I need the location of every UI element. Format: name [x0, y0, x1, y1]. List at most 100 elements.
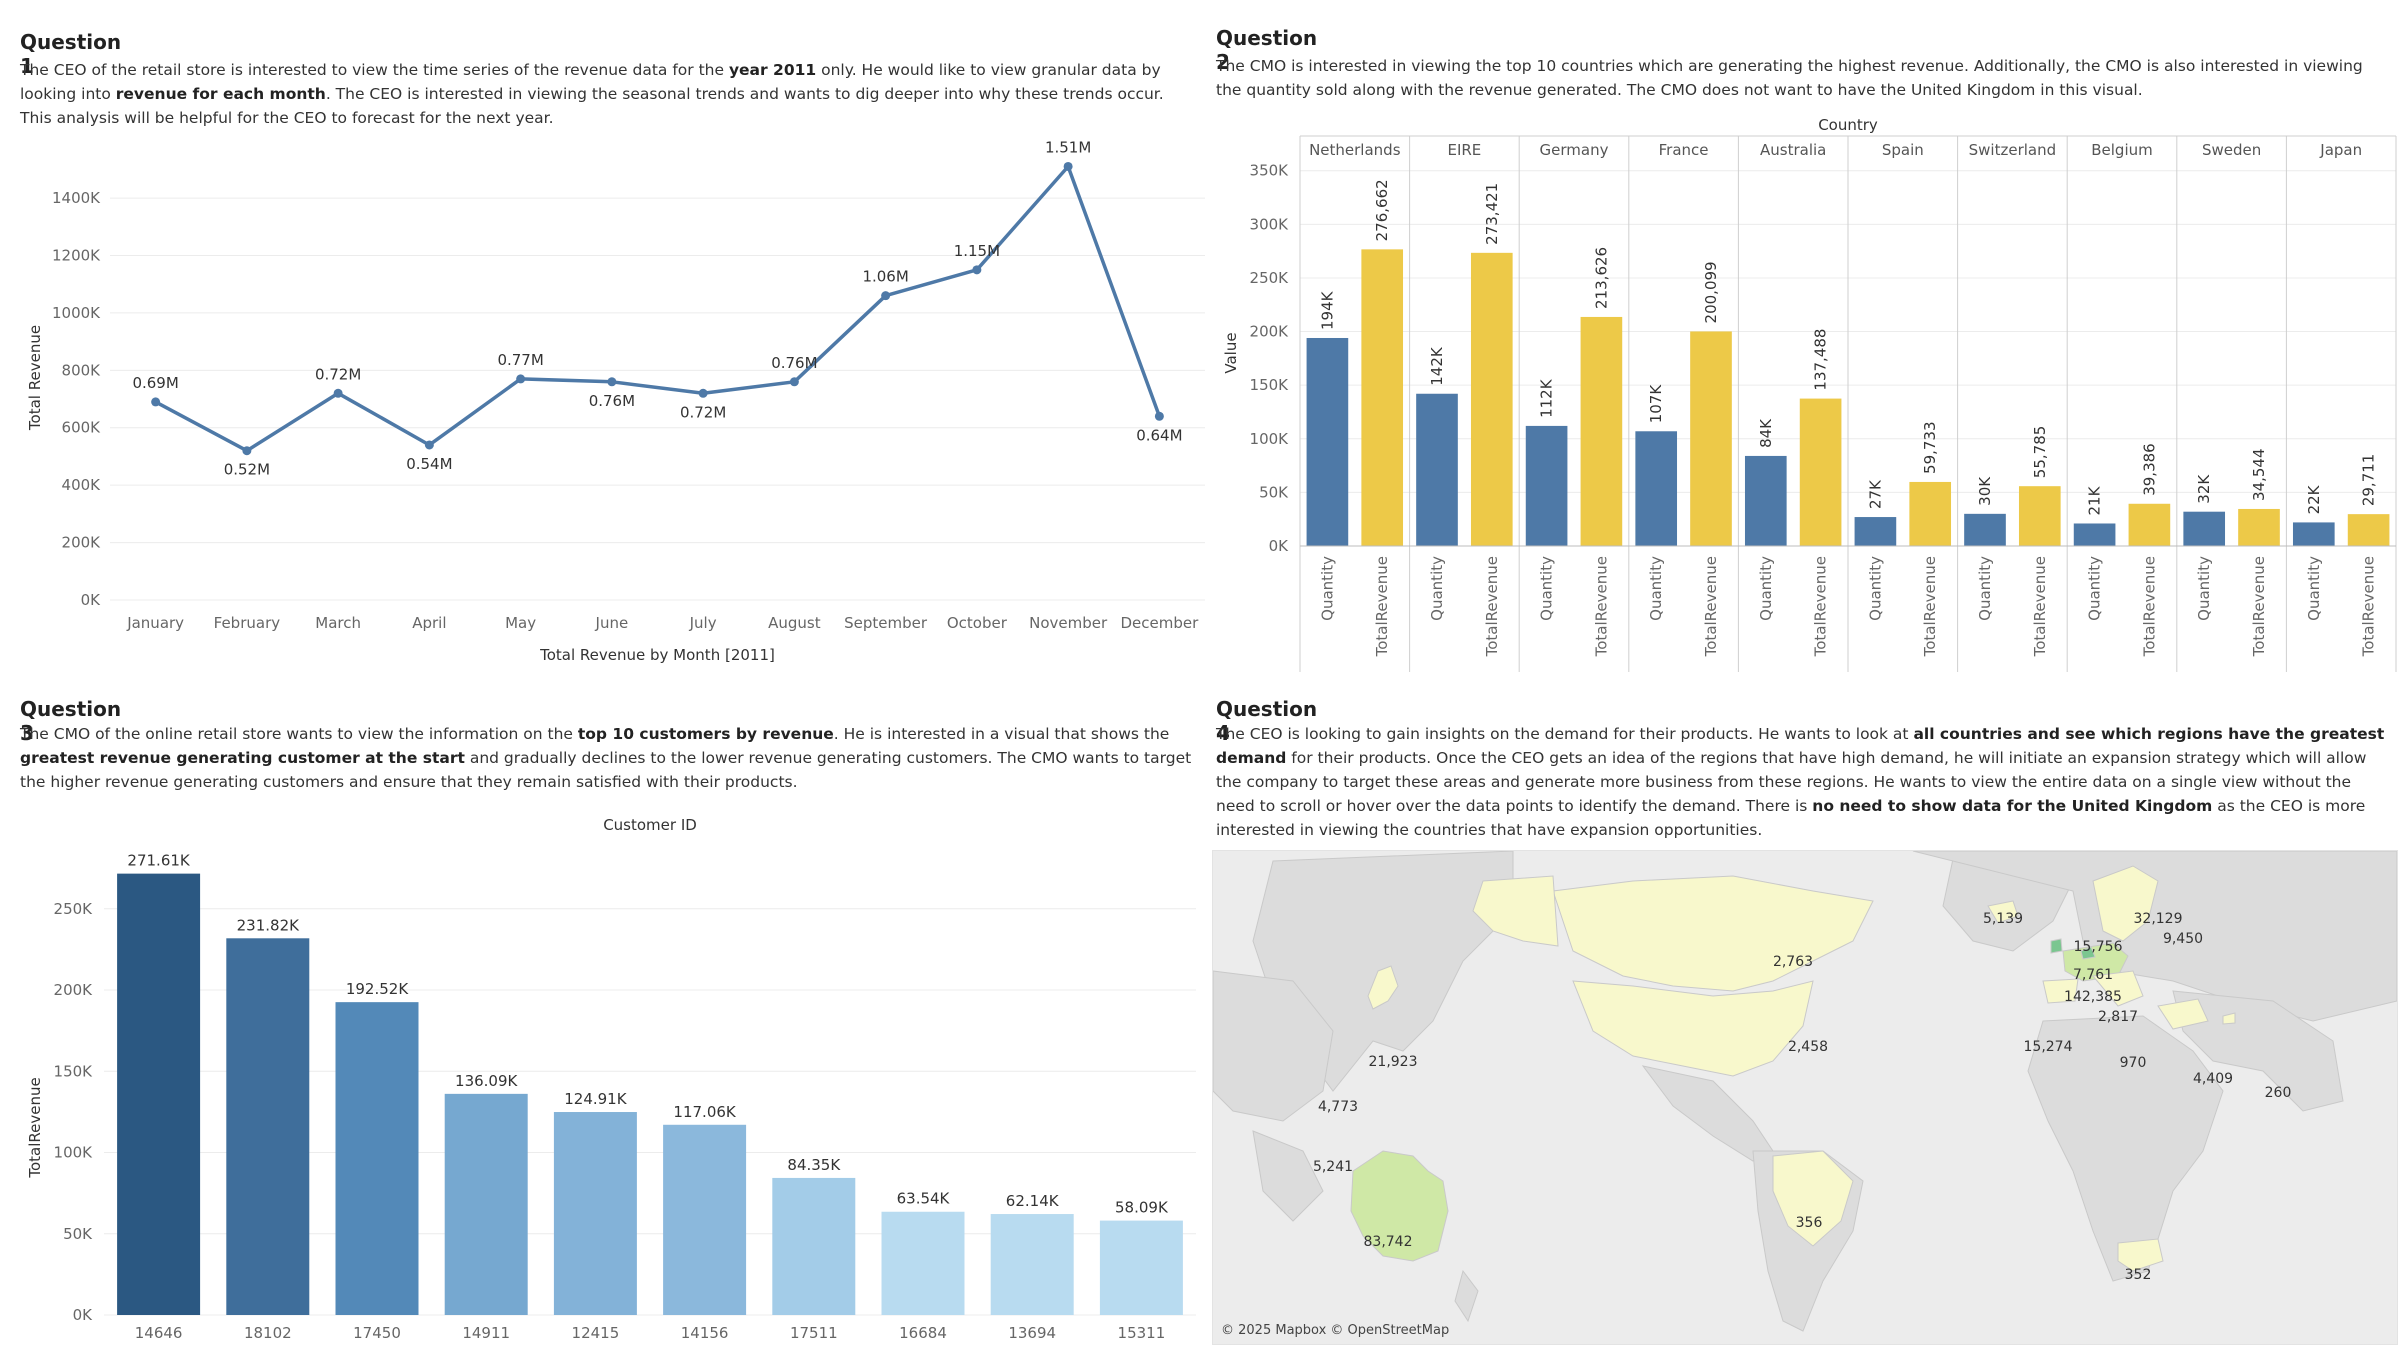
map-value-label: 5,139: [1983, 911, 2023, 927]
q2-ytick-label: 0K: [1269, 537, 1290, 555]
country-japan[interactable]: [1367, 965, 1399, 1010]
q3-xtick-label: 14646: [135, 1324, 183, 1342]
q2-series-tick-label: TotalRevenue: [2250, 556, 2268, 657]
q2-country-header: Belgium: [2091, 141, 2153, 159]
q1-data-label: 0.76M: [771, 354, 817, 372]
desc-segment: for their products. Once the CEO gets an…: [1216, 749, 2367, 815]
country-australia[interactable]: [1350, 1150, 1449, 1262]
q2-title: Question 2: [1216, 26, 1318, 74]
q3-xtick-label: 14911: [462, 1324, 510, 1342]
q2-series-tick-label: Quantity: [1428, 556, 1446, 621]
q2-data-label: 273,421: [1483, 183, 1501, 245]
q2-data-label: 30K: [1976, 476, 1994, 506]
land-southeast-asia: [1252, 1130, 1324, 1222]
map-value-labels: 2,763 2,458 5,139 32,129 9,450 15,756 7,761 142…: [1313, 911, 2291, 1283]
q2-country-header: Netherlands: [1309, 141, 1401, 159]
q1-series-line: [154, 164, 1162, 453]
country-iberia[interactable]: [2042, 978, 2079, 1004]
q3-bar: [990, 1214, 1074, 1315]
q2-column-header-title: Country: [1818, 116, 1878, 134]
q2-bar-totalrevenue: [1909, 481, 1952, 546]
q3-xtick-label: 13694: [1008, 1324, 1056, 1342]
q2-bar-quantity: [2073, 523, 2116, 546]
q2-series-tick-label: TotalRevenue: [2140, 556, 2158, 657]
country-alaska[interactable]: [1472, 875, 1559, 947]
q1-data-point: [424, 440, 434, 450]
country-brazil[interactable]: [1772, 1150, 1854, 1247]
country-scandinavia[interactable]: [2092, 865, 2159, 942]
q2-series-tick-label: Quantity: [1538, 556, 1556, 621]
q1-ytick-label: 1000K: [52, 304, 101, 322]
q2-series-tick-label: TotalRevenue: [2031, 556, 2049, 657]
q1-data-label: 0.54M: [406, 455, 452, 473]
desc-segment: The CEO of the retail store is intereste…: [20, 61, 729, 79]
map-value-label: 4,409: [2193, 1071, 2233, 1087]
q3-bar: [553, 1112, 637, 1315]
q2-data-label: 200,099: [1702, 261, 1720, 323]
desc-segment: all countries and see which regions have…: [1216, 725, 2385, 767]
q2-bar-totalrevenue: [1361, 249, 1404, 546]
q2-ytick-label: 250K: [1250, 269, 1290, 287]
q1-ytick-label: 1400K: [52, 189, 101, 207]
country-uae[interactable]: [2222, 1012, 2236, 1025]
map-value-label: 356: [1796, 1215, 1823, 1231]
q2-bar-quantity: [1416, 393, 1458, 546]
q1-data-label: 0.52M: [224, 461, 270, 479]
map-value-label: 142,385: [2064, 989, 2122, 1005]
q2-ytick-label: 100K: [1250, 430, 1290, 448]
q2-bar-totalrevenue: [1799, 398, 1842, 546]
world-map-svg[interactable]: 2,763 2,458 5,139 32,129 9,450 15,756 7,761 142…: [1213, 851, 2397, 1344]
q3-xtick-label: 14156: [681, 1324, 729, 1342]
q1-data-label: 1.06M: [862, 268, 908, 286]
map-value-label: 5,241: [1313, 1159, 1353, 1175]
country-south-africa[interactable]: [2117, 1238, 2164, 1272]
q1-ytick-label: 0K: [81, 591, 102, 609]
q1-data-label: 0.77M: [497, 351, 543, 369]
q3-ytick-label: 50K: [63, 1225, 93, 1243]
q1-xtick-label: October: [947, 614, 1008, 632]
q2-ytick-label: 150K: [1250, 376, 1290, 394]
map-value-label: 83,742: [1364, 1234, 1413, 1250]
country-canada[interactable]: [1552, 875, 1874, 992]
desc-segment: and gradually declines to the lower reve…: [20, 749, 1192, 791]
desc-segment: The CMO is interested in viewing the top…: [1216, 57, 2363, 99]
country-middle-east[interactable]: [2157, 998, 2209, 1030]
country-netherlands[interactable]: [2080, 946, 2096, 960]
q1-data-label: 0.69M: [132, 374, 178, 392]
country-italy-balkans[interactable]: [2092, 970, 2144, 1007]
q3-ytick-label: 250K: [54, 900, 94, 918]
q2-data-label: 21K: [2086, 485, 2104, 515]
q1-ytick-label: 800K: [62, 361, 102, 379]
q3-bar: [663, 1124, 747, 1315]
map-value-label: 352: [2125, 1267, 2152, 1283]
q2-series-tick-label: Quantity: [2195, 556, 2213, 621]
q4-map[interactable]: 2,763 2,458 5,139 32,129 9,450 15,756 7,761 142…: [1212, 850, 2398, 1345]
q1-xtick-label: May: [505, 614, 536, 632]
desc-segment: as the CEO is more interested in viewing…: [1216, 797, 2366, 839]
q1-data-point: [1154, 411, 1164, 421]
q2-country-header: Germany: [1540, 141, 1609, 159]
q1-xtick-label: September: [844, 614, 928, 632]
q1-data-point: [516, 374, 526, 384]
desc-segment: . The CEO is interested in viewing the s…: [20, 85, 1164, 127]
country-ireland[interactable]: [2050, 938, 2063, 954]
map-value-label: 260: [2265, 1085, 2292, 1101]
q2-data-label: 142K: [1428, 346, 1446, 386]
land-asia-east: [1213, 970, 1334, 1122]
q3-column-header-title: Customer ID: [603, 816, 697, 834]
country-usa[interactable]: [1572, 980, 1814, 1077]
country-iceland[interactable]: [1987, 900, 2019, 924]
q2-bar-quantity: [1525, 425, 1568, 546]
q1-data-label: 1.15M: [954, 242, 1000, 260]
q1-data-point: [881, 291, 891, 301]
q3-bar: [117, 873, 201, 1315]
q3-ytick-label: 150K: [54, 1062, 94, 1080]
q3-xtick-label: 17450: [353, 1324, 401, 1342]
q3-bar: [226, 938, 310, 1315]
q3-ytick-label: 200K: [54, 981, 94, 999]
q2-series-tick-label: TotalRevenue: [1921, 556, 1939, 657]
desc-segment: . He is interested in a visual that show…: [833, 725, 1170, 743]
q2-country-header: Sweden: [2202, 141, 2261, 159]
q3-data-label: 231.82K: [237, 916, 300, 934]
land-africa: [2027, 1015, 2224, 1282]
